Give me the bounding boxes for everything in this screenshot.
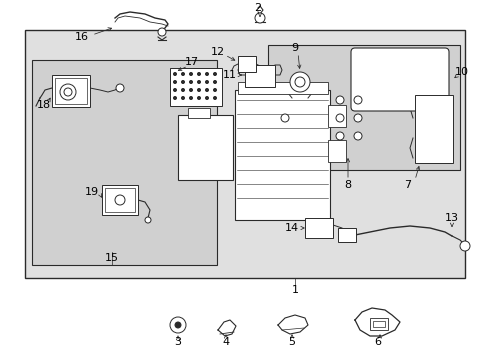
Text: 7: 7 <box>404 180 411 190</box>
Circle shape <box>189 96 192 99</box>
Circle shape <box>205 89 208 91</box>
Circle shape <box>197 72 200 76</box>
Text: 6: 6 <box>374 337 381 347</box>
Bar <box>102 185 138 215</box>
Circle shape <box>205 81 208 84</box>
Text: 11: 11 <box>223 70 237 80</box>
Bar <box>244 65 274 87</box>
Circle shape <box>181 96 184 99</box>
Circle shape <box>64 88 72 96</box>
Circle shape <box>335 132 343 140</box>
Bar <box>52 75 90 107</box>
Text: 9: 9 <box>291 43 298 53</box>
Bar <box>372 321 384 327</box>
Text: 8: 8 <box>344 180 351 190</box>
Text: 12: 12 <box>210 47 224 57</box>
Bar <box>187 108 209 118</box>
Bar <box>105 188 135 212</box>
Text: 13: 13 <box>444 213 458 223</box>
Text: 14: 14 <box>285 223 299 233</box>
Circle shape <box>197 81 200 84</box>
FancyBboxPatch shape <box>350 48 448 111</box>
Circle shape <box>213 81 216 84</box>
Circle shape <box>60 84 76 100</box>
Bar <box>369 318 387 330</box>
Circle shape <box>335 114 343 122</box>
Circle shape <box>335 96 343 104</box>
Circle shape <box>116 84 124 92</box>
Circle shape <box>353 114 361 122</box>
Circle shape <box>175 322 181 328</box>
Bar <box>327 140 346 162</box>
Circle shape <box>189 81 192 84</box>
Circle shape <box>197 89 200 91</box>
Bar <box>238 56 256 72</box>
Circle shape <box>459 241 469 251</box>
Bar <box>178 115 232 180</box>
Bar <box>170 68 222 106</box>
Circle shape <box>145 217 151 223</box>
Circle shape <box>353 96 361 104</box>
Circle shape <box>213 89 216 91</box>
Bar <box>55 78 87 104</box>
Bar <box>337 228 355 242</box>
Circle shape <box>197 96 200 99</box>
Text: 19: 19 <box>85 187 99 197</box>
Bar <box>305 218 332 238</box>
Circle shape <box>115 195 125 205</box>
Circle shape <box>294 77 305 87</box>
Text: 5: 5 <box>288 337 295 347</box>
Circle shape <box>173 72 176 76</box>
Bar <box>267 45 459 170</box>
Bar <box>238 82 327 94</box>
Text: 1: 1 <box>291 285 298 295</box>
Circle shape <box>158 28 165 36</box>
Circle shape <box>213 96 216 99</box>
Circle shape <box>181 81 184 84</box>
Text: 3: 3 <box>174 337 181 347</box>
Text: 17: 17 <box>184 57 199 67</box>
Circle shape <box>189 89 192 91</box>
Text: 15: 15 <box>105 253 119 263</box>
Text: 10: 10 <box>454 67 468 77</box>
Circle shape <box>289 72 309 92</box>
Circle shape <box>205 96 208 99</box>
Circle shape <box>189 72 192 76</box>
Text: 16: 16 <box>75 32 89 42</box>
Circle shape <box>281 114 288 122</box>
Circle shape <box>181 72 184 76</box>
Circle shape <box>173 89 176 91</box>
Circle shape <box>173 81 176 84</box>
Bar <box>327 105 346 127</box>
Text: 4: 4 <box>222 337 229 347</box>
Circle shape <box>353 132 361 140</box>
Bar <box>235 90 329 220</box>
Text: 18: 18 <box>37 100 51 110</box>
Circle shape <box>254 13 264 23</box>
Circle shape <box>181 89 184 91</box>
Bar <box>25 30 464 278</box>
Circle shape <box>213 72 216 76</box>
Text: 2: 2 <box>254 3 261 13</box>
Bar <box>414 95 452 163</box>
Circle shape <box>205 72 208 76</box>
Circle shape <box>170 317 185 333</box>
Bar <box>32 60 217 265</box>
Circle shape <box>173 96 176 99</box>
